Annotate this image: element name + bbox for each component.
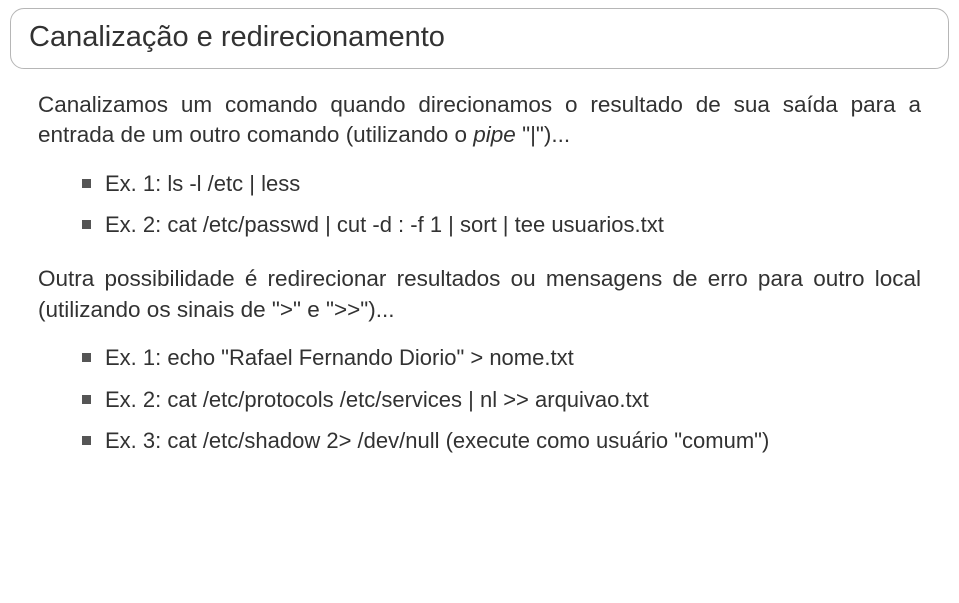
bullet-block-2: Ex. 1: echo "Rafael Fernando Diorio" > n…	[38, 343, 921, 456]
bullet-item: Ex. 1: echo "Rafael Fernando Diorio" > n…	[82, 343, 921, 373]
bullet-block-1: Ex. 1: ls -l /etc | less Ex. 2: cat /etc…	[38, 169, 921, 240]
paragraph-1-part-b: "|")...	[516, 122, 570, 147]
slide-title: Canalização e redirecionamento	[29, 21, 445, 53]
square-bullet-icon	[82, 436, 91, 445]
bullet-text: Ex. 2: cat /etc/protocols /etc/services …	[105, 385, 921, 415]
square-bullet-icon	[82, 353, 91, 362]
square-bullet-icon	[82, 395, 91, 404]
content-area: Canalizamos um comando quando direcionam…	[38, 90, 921, 468]
square-bullet-icon	[82, 179, 91, 188]
bullet-item: Ex. 3: cat /etc/shadow 2> /dev/null (exe…	[82, 426, 921, 456]
paragraph-2: Outra possibilidade é redirecionar resul…	[38, 264, 921, 325]
paragraph-1-italic: pipe	[473, 122, 516, 147]
bullet-text: Ex. 3: cat /etc/shadow 2> /dev/null (exe…	[105, 426, 921, 456]
bullet-text: Ex. 1: ls -l /etc | less	[105, 169, 921, 199]
paragraph-1: Canalizamos um comando quando direcionam…	[38, 90, 921, 151]
bullet-text: Ex. 2: cat /etc/passwd | cut -d : -f 1 |…	[105, 210, 921, 240]
bullet-text: Ex. 1: echo "Rafael Fernando Diorio" > n…	[105, 343, 921, 373]
title-box: Canalização e redirecionamento	[10, 8, 949, 69]
bullet-item: Ex. 2: cat /etc/passwd | cut -d : -f 1 |…	[82, 210, 921, 240]
square-bullet-icon	[82, 220, 91, 229]
bullet-item: Ex. 1: ls -l /etc | less	[82, 169, 921, 199]
bullet-item: Ex. 2: cat /etc/protocols /etc/services …	[82, 385, 921, 415]
